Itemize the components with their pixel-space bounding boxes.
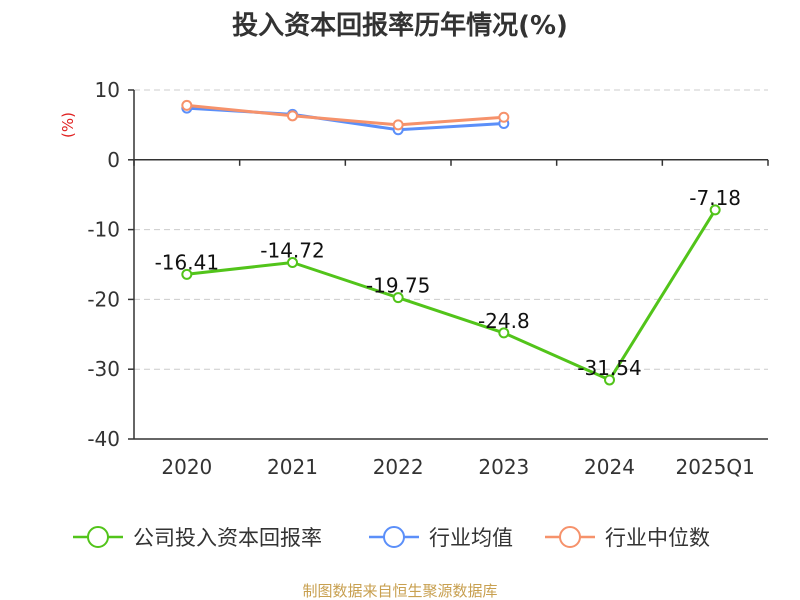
x-tick-label: 2021 (267, 455, 318, 479)
legend-marker (559, 526, 581, 548)
x-tick-label: 2020 (161, 455, 212, 479)
source-note: 制图数据来自恒生聚源数据库 (302, 582, 497, 600)
data-label: -14.72 (260, 239, 324, 263)
data-point (498, 111, 510, 123)
data-point (604, 374, 615, 386)
data-labels: -16.41 -14.72 -19.75 -24.8 -31.54 -7.18 (155, 186, 741, 380)
data-label: -7.18 (689, 186, 741, 210)
x-tick-label: 2022 (373, 455, 424, 479)
x-tick-label: 2023 (478, 455, 529, 479)
data-label: -16.41 (155, 250, 219, 274)
y-tick-label: -30 (87, 357, 120, 381)
y-tick-label: 10 (95, 78, 120, 102)
data-label: -31.54 (577, 356, 641, 380)
data-point (181, 99, 193, 111)
legend-label: 行业均值 (429, 526, 513, 550)
data-point (287, 257, 298, 269)
series-line (186, 209, 717, 382)
y-axis-unit: (%) (59, 112, 77, 138)
y-tick-label: -20 (87, 287, 120, 311)
grid (134, 89, 768, 440)
x-tick-label: 2024 (584, 455, 635, 479)
data-label: -24.8 (478, 309, 530, 333)
series-line (186, 103, 504, 127)
axes: 10 0 -10 -20 -30 -40 2020 2021 2022 2023 2024 2025Q… (87, 78, 769, 479)
y-tick-label: 0 (107, 148, 120, 172)
series-layer (181, 99, 721, 386)
data-point (498, 327, 510, 339)
data-point (392, 292, 404, 304)
data-point (181, 268, 193, 280)
data-point (709, 204, 721, 216)
data-label: -19.75 (366, 274, 430, 298)
legend-marker (87, 526, 109, 548)
data-point (392, 119, 404, 131)
legend-label: 行业中位数 (605, 526, 710, 550)
x-tick-label: 2025Q1 (675, 455, 754, 479)
y-tick-label: -10 (87, 218, 120, 242)
legend-label: 公司投入资本回报率 (133, 526, 322, 550)
legend: 公司投入资本回报率 行业均值 行业中位数 (73, 526, 710, 550)
chart-title: 投入资本回报率历年情况(%) (232, 10, 568, 41)
legend-marker (383, 526, 405, 548)
y-tick-label: -40 (87, 427, 120, 451)
data-point (287, 110, 298, 122)
